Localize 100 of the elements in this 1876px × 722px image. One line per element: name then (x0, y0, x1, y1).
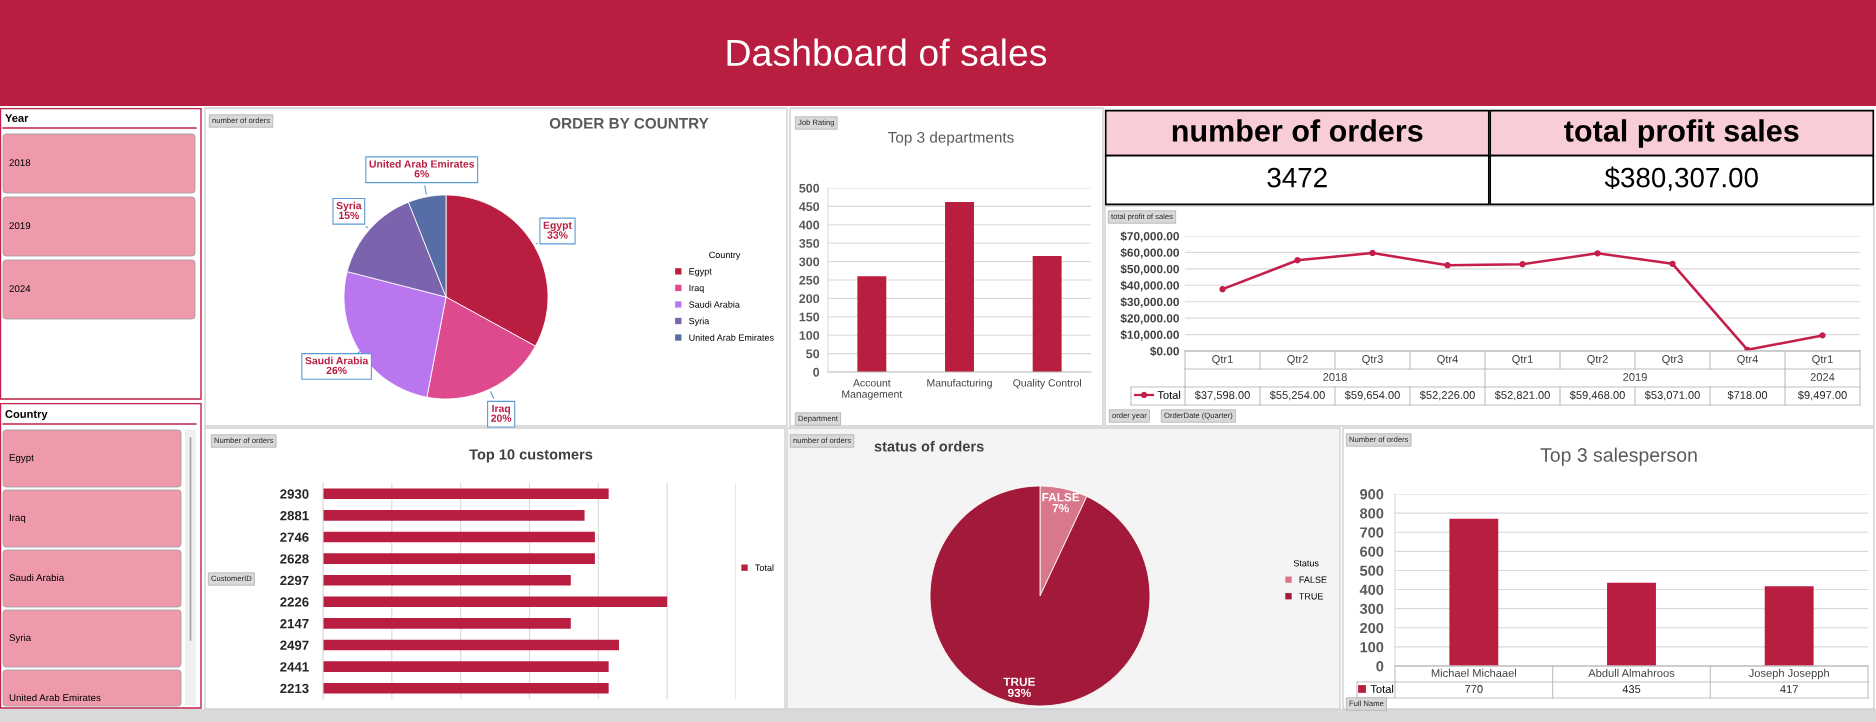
legend-label: Egypt (689, 268, 712, 277)
data-label: $55,254.00 (1269, 390, 1325, 401)
y-tick-label: $50,000.00 (1120, 264, 1179, 275)
y-tick-label: 300 (1359, 603, 1384, 615)
x-tick-label: Qtr4 (1737, 355, 1758, 365)
legend-label: Total (1157, 390, 1181, 399)
legend-label: Iraq (689, 284, 704, 293)
bar (1764, 586, 1814, 666)
y-tick-label: 0 (813, 367, 820, 377)
x-tick-label: Qtr1 (1512, 355, 1533, 365)
text: Country (5, 410, 48, 421)
bar (1607, 582, 1656, 666)
point (1669, 260, 1676, 267)
data-label: 435 (1622, 685, 1641, 693)
y-tick-label: $30,000.00 (1120, 297, 1179, 308)
bar (323, 682, 609, 694)
legend-label: TRUE (1299, 593, 1324, 600)
y-tick-label: $0.00 (1150, 346, 1179, 357)
bar (323, 531, 595, 543)
chart-title: status of orders (874, 440, 984, 452)
data-label: $37,598.00 (1194, 390, 1250, 401)
category-label: Saudi Arabia (9, 573, 65, 582)
y-tick-label: 200 (799, 294, 820, 304)
y-tick-label: 2746 (280, 532, 309, 542)
x-tick-label: Account Management (842, 379, 903, 400)
y-tick-label: $60,000.00 (1120, 247, 1179, 259)
data-label: $53,071.00 (1644, 390, 1700, 401)
category-label: Iraq (9, 514, 26, 524)
y-tick-label: 500 (1360, 565, 1384, 576)
data-label: 7% (1052, 504, 1069, 513)
point (1519, 261, 1526, 268)
data-label: $52,821.00 (1494, 390, 1550, 401)
text: Year (5, 114, 29, 122)
bar (1032, 256, 1062, 372)
x-tick-label: Quality Control (1013, 378, 1081, 389)
y-tick-label: 2628 (280, 554, 309, 564)
category-label: Egypt (9, 454, 34, 464)
y-tick-label: 2226 (280, 597, 309, 607)
y-tick-label: 50 (806, 349, 820, 359)
category-label: 2024 (9, 285, 31, 293)
category-label: Syria (9, 633, 32, 644)
y-tick-label: $70,000.00 (1120, 231, 1179, 243)
y-tick-label: 100 (1360, 641, 1384, 653)
y-tick-label: 0 (1376, 661, 1384, 672)
y-tick-label: 150 (799, 312, 820, 322)
slice-label: FALSE (1042, 492, 1080, 502)
y-tick-label: 450 (799, 202, 820, 212)
bar (323, 553, 595, 564)
y-tick-label: 2497 (280, 640, 309, 650)
category-label: United Arab Emirates (9, 693, 101, 702)
y-tick-label: 2213 (280, 683, 309, 694)
bar (857, 276, 887, 372)
pie-slice (929, 485, 1151, 707)
slice-label: Egypt (543, 221, 572, 232)
bar (323, 510, 585, 521)
x-tick-label: Abdull Almahroos (1588, 668, 1675, 677)
point (1594, 250, 1601, 257)
category-label: total profit sales (1564, 119, 1799, 148)
x-tick-label: Qtr3 (1662, 355, 1683, 365)
y-tick-label: 800 (1360, 508, 1384, 519)
data-label: 33% (547, 231, 568, 239)
bar (323, 661, 609, 672)
y-tick-label: 100 (799, 331, 820, 340)
bar (1449, 518, 1499, 666)
x-tick-label: Joseph Josepph (1748, 668, 1829, 680)
y-tick-label: 350 (799, 239, 820, 248)
y-tick-label: 2881 (280, 510, 309, 521)
point (1444, 262, 1451, 269)
x-tick-label: Qtr1 (1812, 355, 1833, 365)
chart-title: Top 10 customers (469, 449, 593, 463)
text: 2018 (1323, 373, 1347, 381)
category-label: 2018 (9, 159, 31, 167)
data-label: 417 (1780, 685, 1798, 693)
slice-label: Syria (336, 201, 362, 212)
data-label: 6% (414, 170, 429, 178)
chart-title: Top 3 salesperson (1540, 447, 1697, 466)
text: 2024 (1810, 373, 1835, 381)
category-label: 2019 (9, 222, 31, 230)
y-tick-label: 300 (799, 257, 820, 267)
point (1294, 257, 1301, 264)
bar (323, 618, 571, 629)
slice-label: United Arab Emirates (369, 160, 475, 168)
bar (323, 596, 668, 608)
x-tick-label: Manufacturing (927, 378, 992, 389)
x-tick-label: Qtr2 (1587, 355, 1608, 365)
data-label: $9,497.00 (1797, 390, 1847, 401)
point (1369, 249, 1376, 257)
text: 3472 (1267, 167, 1327, 188)
data-label: $59,468.00 (1569, 390, 1625, 401)
data-label: 93% (1007, 688, 1031, 698)
x-tick-label: Qtr4 (1437, 355, 1458, 365)
text: $380,307.00 (1604, 166, 1758, 191)
data-label: 15% (339, 211, 359, 219)
x-tick-label: Qtr1 (1212, 355, 1233, 365)
text: Dashboard of sales (727, 38, 1047, 67)
data-label: $718.00 (1727, 390, 1768, 400)
data-label: $52,226.00 (1419, 390, 1475, 401)
x-tick-label: Michael Michaael (1431, 668, 1517, 677)
y-tick-label: 500 (799, 183, 820, 193)
y-tick-label: 200 (1360, 622, 1384, 634)
